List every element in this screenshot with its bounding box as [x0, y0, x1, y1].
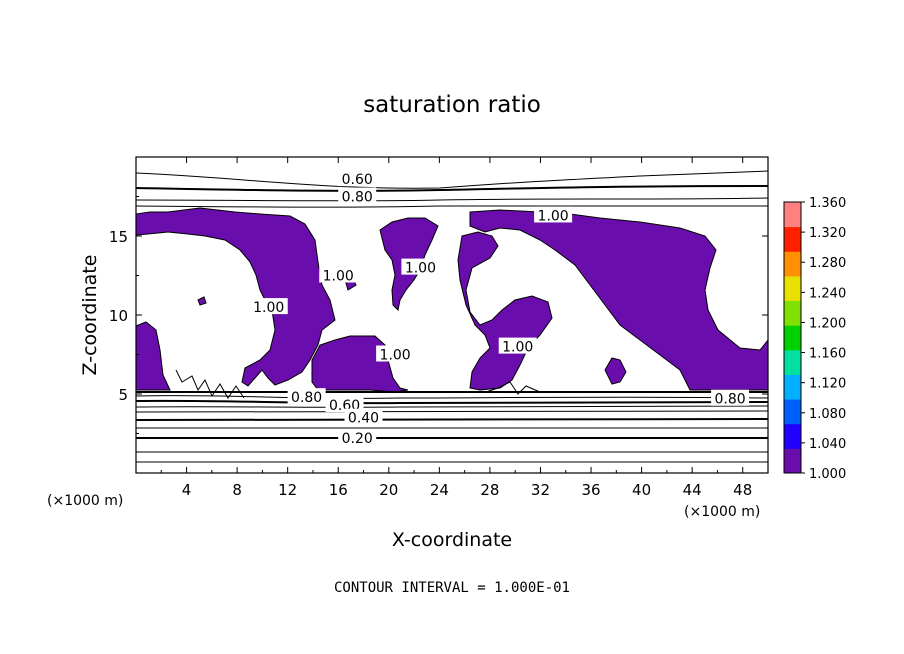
contour-label: 1.00	[380, 348, 411, 364]
contour-label: 0.40	[348, 411, 379, 427]
colorbar-segment	[784, 300, 801, 326]
x-unit-label: (×1000 m)	[684, 504, 760, 520]
contour-label-bg	[401, 258, 440, 275]
colorbar-tick-label: 1.360	[809, 196, 846, 211]
y-tick-label: 5	[118, 386, 128, 404]
contour-060-top	[135, 170, 769, 189]
colorbar-segment	[784, 275, 801, 302]
colorbar-segment	[784, 202, 801, 228]
contour-label-bg	[338, 187, 377, 204]
contour-label-bg	[325, 396, 364, 413]
contour-label: 0.20	[342, 431, 373, 447]
contour-label: 1.00	[538, 208, 569, 224]
colorbar-tick-label: 1.280	[809, 256, 846, 271]
colorbar-segment	[784, 349, 801, 375]
colorbar: 1.360 1.320 1.280 1.240 1.200 1.160 1.120 1.080…	[783, 196, 846, 482]
colorbar-tick-label: 1.080	[809, 407, 846, 422]
contour-wiggle-left	[175, 369, 245, 399]
y-axis-label: Z-coordinate	[79, 255, 101, 376]
contour-interval-label: CONTOUR INTERVAL = 1.000E-01	[334, 580, 570, 596]
colorbar-tick-label: 1.200	[809, 316, 846, 331]
region-speck-1	[197, 296, 207, 306]
contour-label-bg	[344, 408, 383, 425]
x-tick-label: 12	[278, 481, 297, 499]
chart-title: saturation ratio	[363, 92, 541, 118]
x-tick-label: 20	[379, 481, 398, 499]
contour-label-bg	[249, 298, 288, 315]
colorbar-tick-label: 1.040	[809, 437, 846, 452]
contour-label: 0.80	[714, 392, 745, 408]
contour-band-6	[135, 418, 769, 421]
contour-label: 0.60	[342, 172, 373, 188]
x-tick-label: 8	[232, 481, 242, 499]
colorbar-segment	[784, 423, 801, 449]
x-axis-ticks: 4 8 12 16 20 24 28 32 36 40 44 48	[160, 157, 752, 499]
x-tick-label: 32	[531, 481, 550, 499]
colorbar-segment	[784, 251, 801, 277]
contour-wiggle-mid	[485, 381, 541, 395]
colorbar-segment	[784, 374, 801, 400]
y-tick-label: 15	[109, 228, 128, 246]
contour-label-bg	[287, 388, 326, 405]
region-lobe	[457, 231, 553, 391]
x-tick-label: 24	[430, 481, 449, 499]
x-tick-label: 48	[733, 481, 752, 499]
y-axis-ticks: 5 10 15	[109, 196, 768, 434]
contour-label-bg	[338, 170, 377, 187]
colorbar-segment	[784, 325, 801, 351]
contour-label-bg	[319, 266, 358, 283]
contour-label: 1.00	[323, 269, 354, 285]
contour-label: 1.00	[253, 300, 284, 316]
contour-label: 1.00	[502, 340, 533, 356]
x-tick-label: 36	[581, 481, 600, 499]
colorbar-tick-label: 1.240	[809, 286, 846, 301]
x-tick-label: 40	[632, 481, 651, 499]
x-axis-label: X-coordinate	[392, 529, 512, 551]
colorbar-frame	[783, 201, 802, 474]
region-west-cloud	[135, 207, 336, 387]
contour-label: 1.00	[405, 261, 436, 277]
x-tick-label: 16	[329, 481, 348, 499]
colorbar-tick-label: 1.000	[809, 467, 846, 482]
region-small-right	[604, 357, 627, 385]
colorbar-segment	[784, 448, 801, 474]
contour-090-top	[135, 205, 769, 208]
y-tick-label: 10	[109, 307, 128, 325]
contour-label-bg	[711, 389, 750, 406]
x-tick-label: 4	[182, 481, 192, 499]
colorbar-segment	[784, 399, 801, 425]
x-tick-label: 28	[480, 481, 499, 499]
contour-band-5	[135, 410, 769, 413]
contour-band-3	[135, 399, 769, 405]
colorbar-tick-label: 1.160	[809, 347, 846, 362]
contour-label-bg	[498, 337, 537, 354]
colorbar-tick-label: 1.320	[809, 226, 846, 241]
colorbar-segment	[784, 226, 801, 252]
contour-080-top	[135, 197, 769, 202]
z-unit-label: (×1000 m)	[47, 493, 123, 509]
contour-labels: 0.600.801.001.00 1.001.001.00 1.000.80 0.60…	[249, 170, 750, 447]
contour-070-top	[135, 185, 769, 192]
contour-label-bg	[338, 429, 377, 446]
contour-lines	[135, 170, 769, 463]
contour-label: 0.80	[342, 190, 373, 206]
x-tick-label: 44	[683, 481, 702, 499]
colorbar-tick-label: 1.120	[809, 377, 846, 392]
contour-label: 0.80	[291, 390, 322, 406]
contour-band-4	[135, 405, 769, 408]
contour-label-bg	[534, 206, 573, 223]
contour-label-bg	[376, 345, 415, 362]
region-left-edge	[135, 321, 171, 391]
plot-area: 0.600.801.001.00 1.001.001.00 1.000.80 0.60…	[135, 156, 769, 474]
